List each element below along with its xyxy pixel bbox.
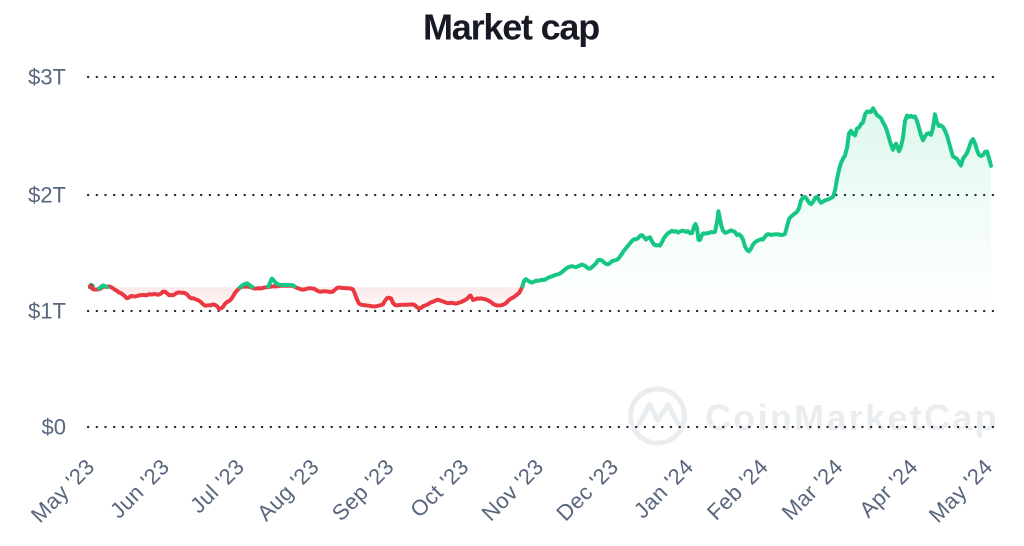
svg-text:Nov '23: Nov '23	[477, 454, 549, 526]
svg-text:$1T: $1T	[28, 299, 66, 324]
svg-text:$0: $0	[42, 415, 66, 440]
svg-text:May '24: May '24	[924, 454, 998, 528]
svg-text:Market cap: Market cap	[423, 7, 599, 48]
svg-text:Dec '23: Dec '23	[551, 454, 623, 526]
svg-text:Jun '23: Jun '23	[105, 454, 174, 523]
svg-text:Aug '23: Aug '23	[252, 454, 324, 526]
svg-text:Sep '23: Sep '23	[327, 454, 399, 526]
svg-text:May '23: May '23	[26, 454, 100, 528]
svg-text:Oct '23: Oct '23	[405, 454, 473, 522]
svg-text:$3T: $3T	[28, 65, 66, 90]
svg-text:Mar '24: Mar '24	[777, 454, 848, 525]
svg-text:Jul '23: Jul '23	[185, 454, 249, 518]
svg-text:Feb '24: Feb '24	[702, 454, 773, 525]
svg-text:Apr '24: Apr '24	[854, 454, 922, 522]
svg-text:$2T: $2T	[28, 183, 66, 208]
svg-text:Jan '24: Jan '24	[629, 454, 698, 523]
